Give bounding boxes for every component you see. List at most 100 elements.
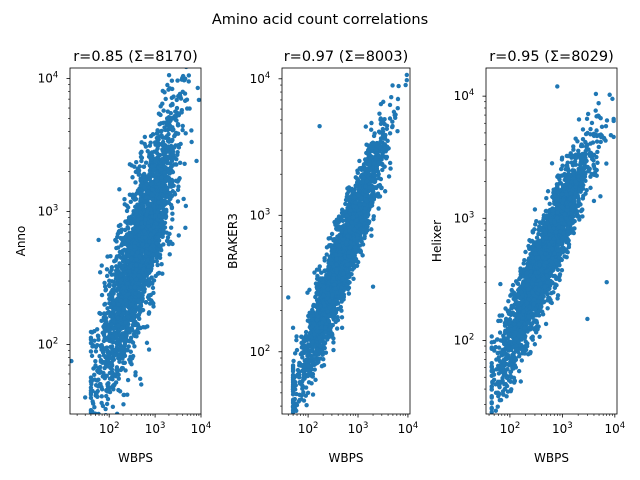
scatter-point <box>132 244 137 249</box>
scatter-point <box>122 202 127 207</box>
scatter-point <box>160 156 165 162</box>
scatter-point <box>134 322 139 328</box>
scatter-point <box>114 288 120 293</box>
scatter-point <box>344 283 350 288</box>
scatter-point <box>128 199 133 205</box>
scatter-point <box>134 221 140 226</box>
scatter-point <box>102 284 108 289</box>
scatter-point <box>155 210 160 215</box>
scatter-point <box>160 147 165 152</box>
scatter-point <box>160 193 166 199</box>
scatter-point <box>166 115 172 120</box>
scatter-point <box>111 301 116 306</box>
scatter-point <box>176 93 181 99</box>
scatter-point <box>161 242 166 247</box>
scatter-point <box>121 306 126 312</box>
scatter-point <box>101 317 106 322</box>
scatter-point <box>371 216 376 222</box>
scatter-point <box>125 314 131 320</box>
scatter-point <box>185 106 190 111</box>
scatter-point <box>90 399 95 404</box>
scatter-point <box>176 233 181 238</box>
scatter-point <box>303 329 309 335</box>
scatter-points <box>286 68 410 414</box>
scatter-point <box>357 166 362 171</box>
scatter-point <box>157 252 163 258</box>
scatter-point <box>114 334 120 339</box>
scatter-point <box>160 214 165 219</box>
y-tick-label: 103 <box>38 204 59 219</box>
scatter-point <box>159 175 164 180</box>
scatter-point <box>175 187 181 193</box>
scatter-point <box>130 340 136 345</box>
scatter-point <box>115 296 120 301</box>
scatter-point <box>156 270 162 276</box>
scatter-point <box>136 330 141 335</box>
scatter-point <box>154 255 160 261</box>
scatter-point <box>360 242 366 247</box>
scatter-point <box>142 134 148 140</box>
scatter-point <box>292 351 298 356</box>
scatter-point <box>142 141 147 147</box>
y-tick-label: 102 <box>38 336 59 351</box>
scatter-point <box>142 184 147 190</box>
scatter-point <box>148 157 154 162</box>
scatter-point <box>92 338 97 343</box>
scatter-point <box>104 345 110 350</box>
scatter-point <box>346 291 352 296</box>
scatter-point <box>376 194 381 199</box>
scatter-point <box>101 353 107 358</box>
scatter-point <box>331 340 336 345</box>
scatter-point <box>339 308 344 313</box>
scatter-point <box>369 227 374 232</box>
scatter-point <box>169 78 175 83</box>
scatter-point <box>378 136 384 141</box>
scatter-point <box>368 127 374 132</box>
scatter-point <box>108 270 113 275</box>
scatter-point <box>102 280 107 286</box>
scatter-point <box>108 344 113 350</box>
scatter-point <box>304 402 309 408</box>
scatter-point <box>93 363 98 368</box>
scatter-point <box>132 240 138 245</box>
scatter-point <box>183 131 188 136</box>
scatter-point <box>122 247 127 253</box>
scatter-point <box>138 183 143 188</box>
scatter-point <box>142 229 147 234</box>
scatter-point <box>116 323 121 328</box>
scatter-point <box>89 353 95 359</box>
scatter-point <box>123 298 128 303</box>
scatter-point <box>300 383 305 388</box>
scatter-point <box>104 267 110 272</box>
scatter-point <box>138 376 143 382</box>
scatter-point <box>125 259 130 264</box>
scatter-point <box>154 178 160 184</box>
scatter-point <box>124 348 129 353</box>
scatter-point <box>98 311 103 317</box>
scatter-point <box>136 293 141 298</box>
scatter-point <box>170 217 175 222</box>
scatter-point <box>388 166 393 171</box>
scatter-point <box>305 353 310 359</box>
scatter-point <box>122 342 128 348</box>
scatter-point <box>395 96 401 102</box>
scatter-point <box>167 171 172 176</box>
scatter-point <box>168 225 174 230</box>
scatter-point <box>147 172 152 177</box>
scatter-point <box>116 253 122 259</box>
scatter-point <box>322 340 328 345</box>
scatter-point-outlier <box>174 105 180 111</box>
scatter-point <box>149 192 155 197</box>
scatter-point <box>98 344 104 350</box>
scatter-point-outlier <box>139 382 144 387</box>
scatter-point <box>136 168 142 173</box>
scatter-point <box>155 146 160 151</box>
x-tick-label: 104 <box>191 421 212 436</box>
scatter-point <box>173 109 178 114</box>
scatter-point <box>139 221 144 226</box>
scatter-point <box>152 149 157 154</box>
scatter-point <box>109 322 115 327</box>
scatter-point <box>166 131 171 137</box>
scatter-point <box>165 82 170 88</box>
scatter-point <box>151 229 157 235</box>
